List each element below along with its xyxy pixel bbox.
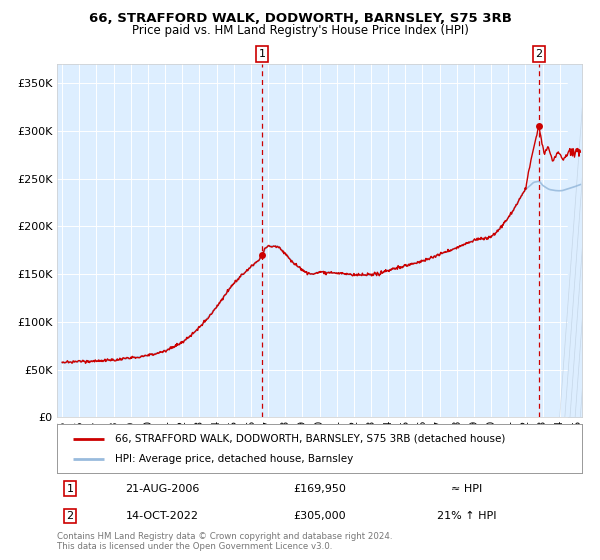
Text: HPI: Average price, detached house, Barnsley: HPI: Average price, detached house, Barn…	[115, 454, 353, 464]
Text: ≈ HPI: ≈ HPI	[451, 484, 482, 494]
Text: 66, STRAFFORD WALK, DODWORTH, BARNSLEY, S75 3RB (detached house): 66, STRAFFORD WALK, DODWORTH, BARNSLEY, …	[115, 433, 505, 444]
Text: £169,950: £169,950	[293, 484, 346, 494]
Bar	[568, 64, 582, 417]
Text: 14-OCT-2022: 14-OCT-2022	[125, 511, 199, 521]
Text: 21-AUG-2006: 21-AUG-2006	[125, 484, 199, 494]
Text: 1: 1	[259, 49, 265, 59]
Text: 66, STRAFFORD WALK, DODWORTH, BARNSLEY, S75 3RB: 66, STRAFFORD WALK, DODWORTH, BARNSLEY, …	[89, 12, 511, 25]
Text: 21% ↑ HPI: 21% ↑ HPI	[437, 511, 496, 521]
Text: 2: 2	[67, 511, 74, 521]
Text: £305,000: £305,000	[293, 511, 346, 521]
Text: 2: 2	[535, 49, 542, 59]
Text: Price paid vs. HM Land Registry's House Price Index (HPI): Price paid vs. HM Land Registry's House …	[131, 24, 469, 36]
Text: Contains HM Land Registry data © Crown copyright and database right 2024.
This d: Contains HM Land Registry data © Crown c…	[57, 532, 392, 552]
Text: 1: 1	[67, 484, 74, 494]
